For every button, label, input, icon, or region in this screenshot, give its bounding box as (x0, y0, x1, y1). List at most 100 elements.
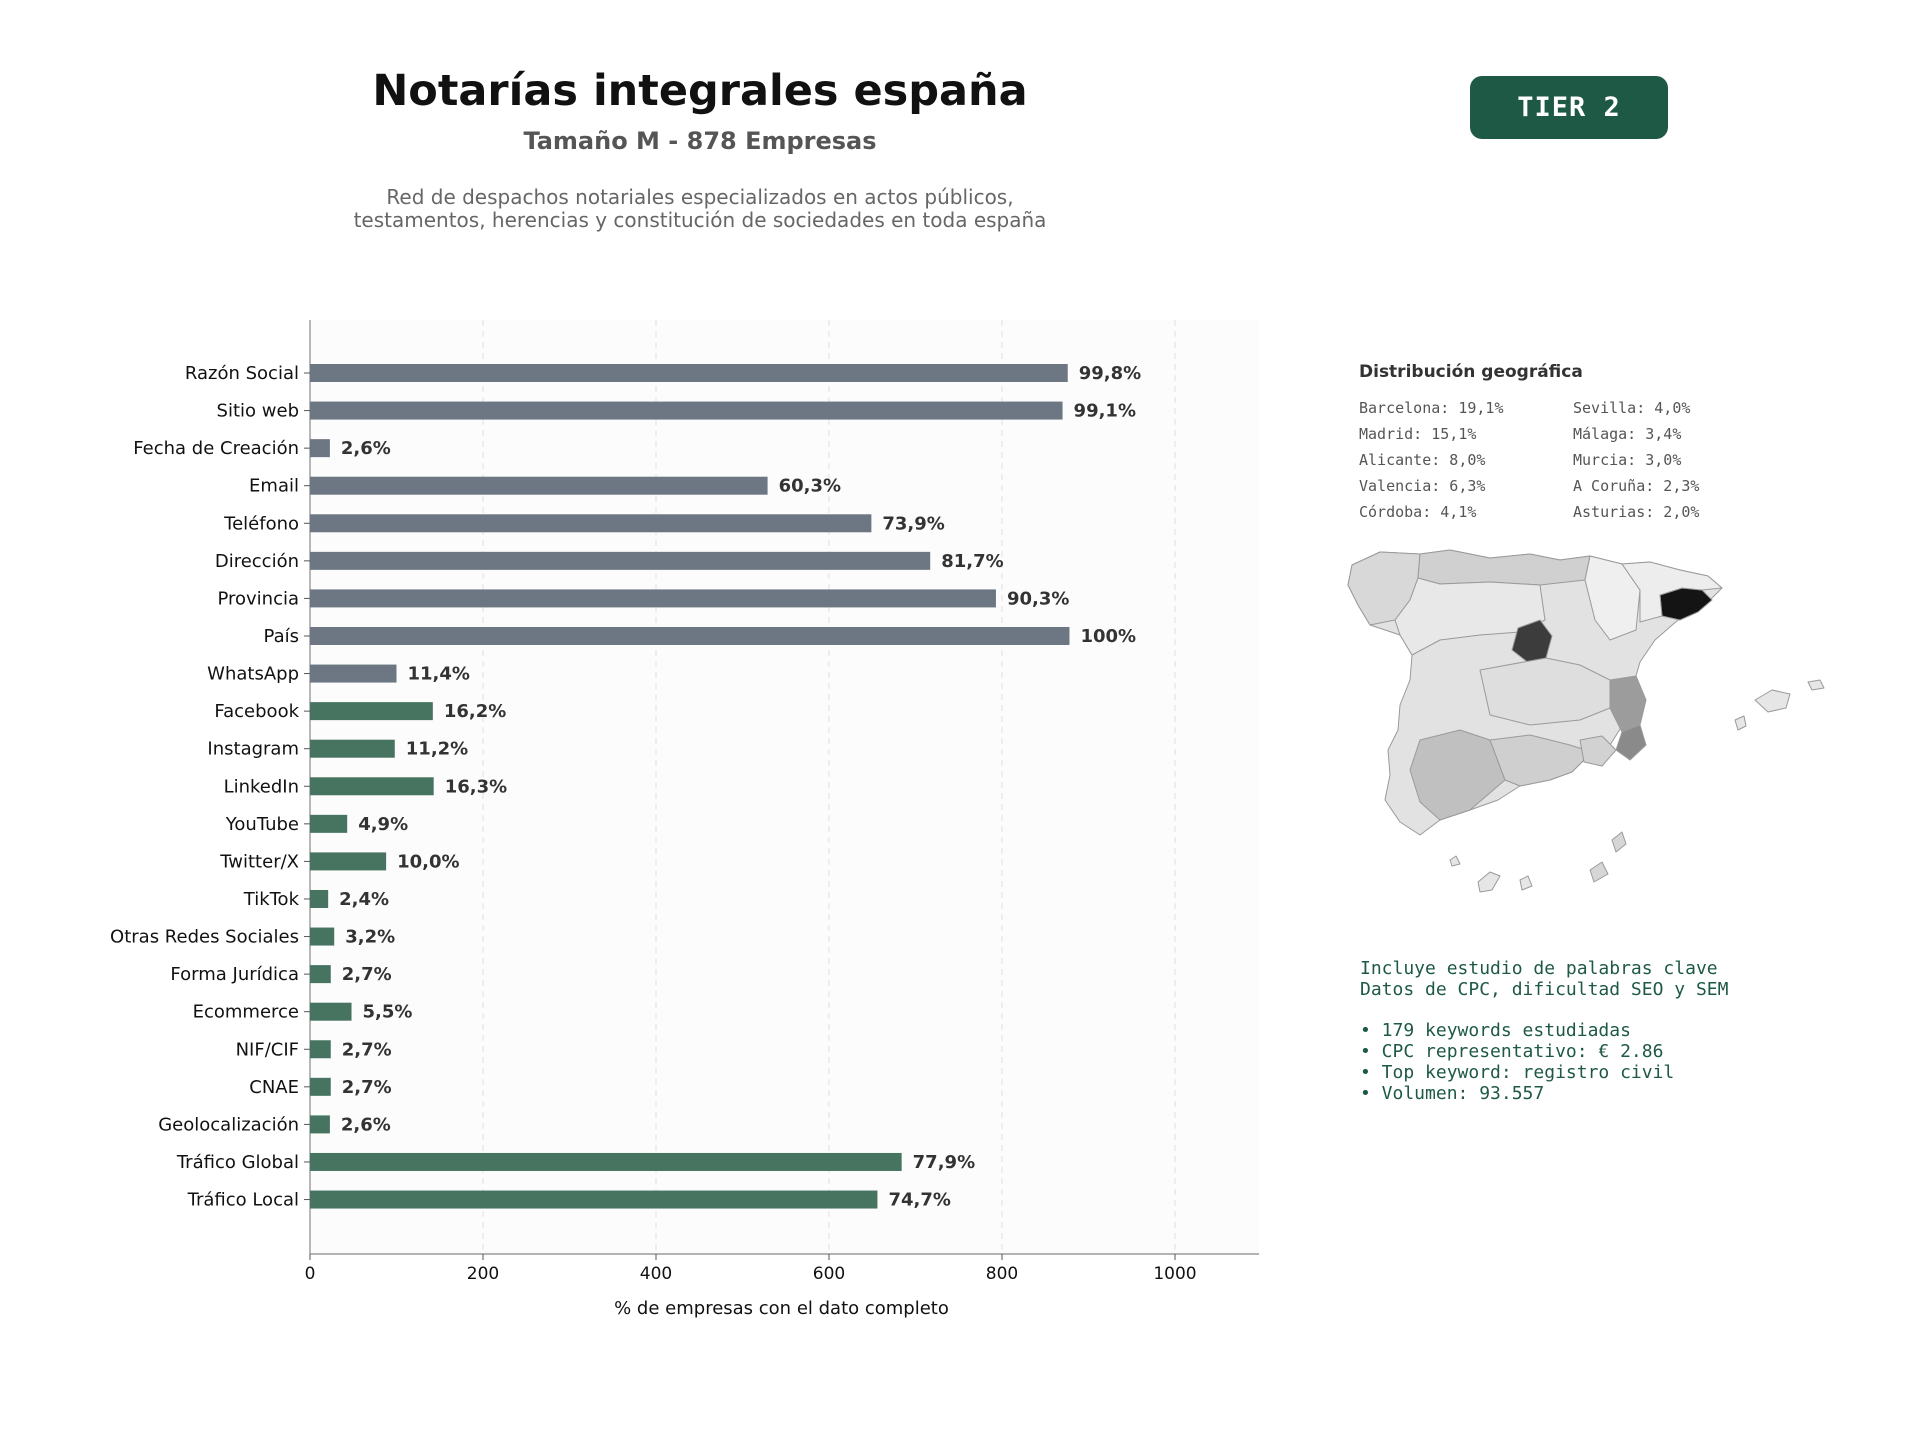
bar (310, 551, 931, 570)
x-axis-label: % de empresas con el dato completo (614, 1298, 949, 1319)
map-canarias-4 (1611, 831, 1627, 853)
map-castilla-leon (1394, 577, 1546, 656)
category-label: CNAE (249, 1077, 299, 1098)
bar-value-label: 5,5% (363, 1002, 413, 1023)
bar-value-label: 11,2% (406, 739, 468, 760)
map-andalusia-west (1409, 729, 1506, 821)
category-label: Twitter/X (219, 851, 299, 872)
keywords-bullet: • Top keyword: registro civil (1360, 1062, 1675, 1083)
geo-item: Alicante: 8,0% (1359, 451, 1486, 469)
category-label: YouTube (225, 814, 299, 835)
category-label: Teléfono (223, 513, 299, 534)
bar (310, 814, 348, 833)
category-label: Instagram (207, 739, 299, 760)
bar (310, 626, 1070, 645)
bar (310, 364, 1068, 382)
x-tick-label: 600 (813, 1264, 845, 1284)
map-canarias-1 (1477, 871, 1501, 893)
description-line: Red de despachos notariales especializad… (386, 185, 1014, 209)
bar (310, 1190, 878, 1209)
category-label: Dirección (215, 551, 299, 572)
x-tick-label: 400 (640, 1264, 672, 1284)
keywords-bullet: • 179 keywords estudiadas (1360, 1020, 1631, 1041)
bar-value-label: 81,7% (941, 551, 1003, 572)
bar-value-label: 2,6% (341, 1114, 391, 1135)
bar-value-label: 100% (1080, 626, 1136, 647)
category-label: LinkedIn (224, 776, 299, 797)
geo-item: Málaga: 3,4% (1573, 425, 1682, 443)
keywords-panel: Incluye estudio de palabras clave Datos … (1360, 958, 1860, 1104)
category-label: Fecha de Creación (133, 438, 299, 459)
map-murcia (1579, 735, 1617, 767)
bar-chart: 0 200 400 600 800 1000 Razón Social 99,8% Sitio … (110, 320, 1259, 1319)
category-label: NIF/CIF (236, 1039, 299, 1060)
bar-value-label: 90,3% (1007, 588, 1069, 609)
keywords-bullet: • CPC representativo: € 2.86 (1360, 1041, 1664, 1062)
bar-value-label: 99,1% (1074, 401, 1136, 422)
map-castilla-mancha (1479, 657, 1611, 726)
category-label: Otras Redes Sociales (110, 927, 299, 948)
category-label: WhatsApp (207, 664, 299, 685)
bar-value-label: 16,2% (444, 701, 506, 722)
category-label: País (264, 626, 299, 647)
bar-value-label: 2,7% (342, 1077, 392, 1098)
bar-value-label: 99,8% (1079, 363, 1141, 384)
geo-item: Valencia: 6,3% (1359, 477, 1486, 495)
map-canarias-5 (1449, 855, 1461, 867)
bar (310, 965, 331, 984)
bar (310, 702, 433, 721)
bar (310, 852, 387, 871)
bar-value-label: 11,4% (408, 664, 470, 685)
bar (310, 1115, 330, 1134)
bar (310, 1077, 331, 1096)
bar-value-label: 10,0% (397, 851, 459, 872)
bar-value-label: 16,3% (445, 776, 507, 797)
bar (310, 664, 397, 683)
bar-value-label: 60,3% (779, 476, 841, 497)
bar (310, 889, 329, 908)
page-subtitle: Tamaño M - 878 Empresas (523, 127, 877, 155)
category-label: Provincia (217, 588, 299, 609)
category-label: Email (249, 476, 299, 497)
bar (310, 739, 395, 758)
keywords-intro-line: Incluye estudio de palabras clave (1360, 958, 1718, 979)
description-line: testamentos, herencias y constitución de… (353, 208, 1047, 232)
bar (310, 1040, 331, 1059)
x-tick-label: 800 (986, 1264, 1018, 1284)
map-canarias-2 (1519, 875, 1533, 891)
category-label: Razón Social (185, 363, 299, 384)
category-label: Ecommerce (193, 1002, 299, 1023)
category-label: Tráfico Local (187, 1190, 299, 1211)
page-title: Notarías integrales españa (372, 66, 1028, 116)
map-north (1417, 549, 1591, 586)
bar (310, 589, 996, 608)
geo-item: A Coruña: 2,3% (1573, 477, 1700, 495)
x-tick-label: 200 (467, 1264, 499, 1284)
bar-value-label: 77,9% (913, 1152, 975, 1173)
bar-value-label: 73,9% (882, 513, 944, 534)
bar (310, 439, 330, 458)
category-label: TikTok (243, 889, 300, 910)
map-catalonia-rest (1621, 561, 1723, 623)
bar-value-label: 2,6% (341, 438, 391, 459)
category-label: Forma Jurídica (170, 964, 299, 985)
keywords-bullet: • Volumen: 93.557 (1360, 1083, 1545, 1104)
map-ibiza (1734, 715, 1747, 731)
x-tick-label: 0 (305, 1264, 316, 1284)
geo-distribution-title: Distribución geográfica (1359, 362, 1583, 382)
category-label: Tráfico Global (176, 1152, 299, 1173)
bar-value-label: 2,7% (342, 964, 392, 985)
page-description: Red de despachos notariales especializad… (200, 186, 1200, 232)
geo-item: Murcia: 3,0% (1573, 451, 1682, 469)
keywords-intro-line: Datos de CPC, dificultad SEO y SEM (1360, 979, 1729, 1000)
map-canarias-3 (1589, 861, 1609, 883)
bar-value-label: 2,7% (342, 1039, 392, 1060)
bar (310, 476, 768, 495)
bar (310, 1002, 352, 1021)
map-alicante (1615, 724, 1647, 761)
bar (310, 927, 335, 946)
geo-item: Sevilla: 4,0% (1573, 399, 1691, 417)
bar (310, 401, 1063, 420)
map-andalusia-east (1489, 734, 1593, 787)
geo-item: Barcelona: 19,1% (1359, 399, 1504, 417)
